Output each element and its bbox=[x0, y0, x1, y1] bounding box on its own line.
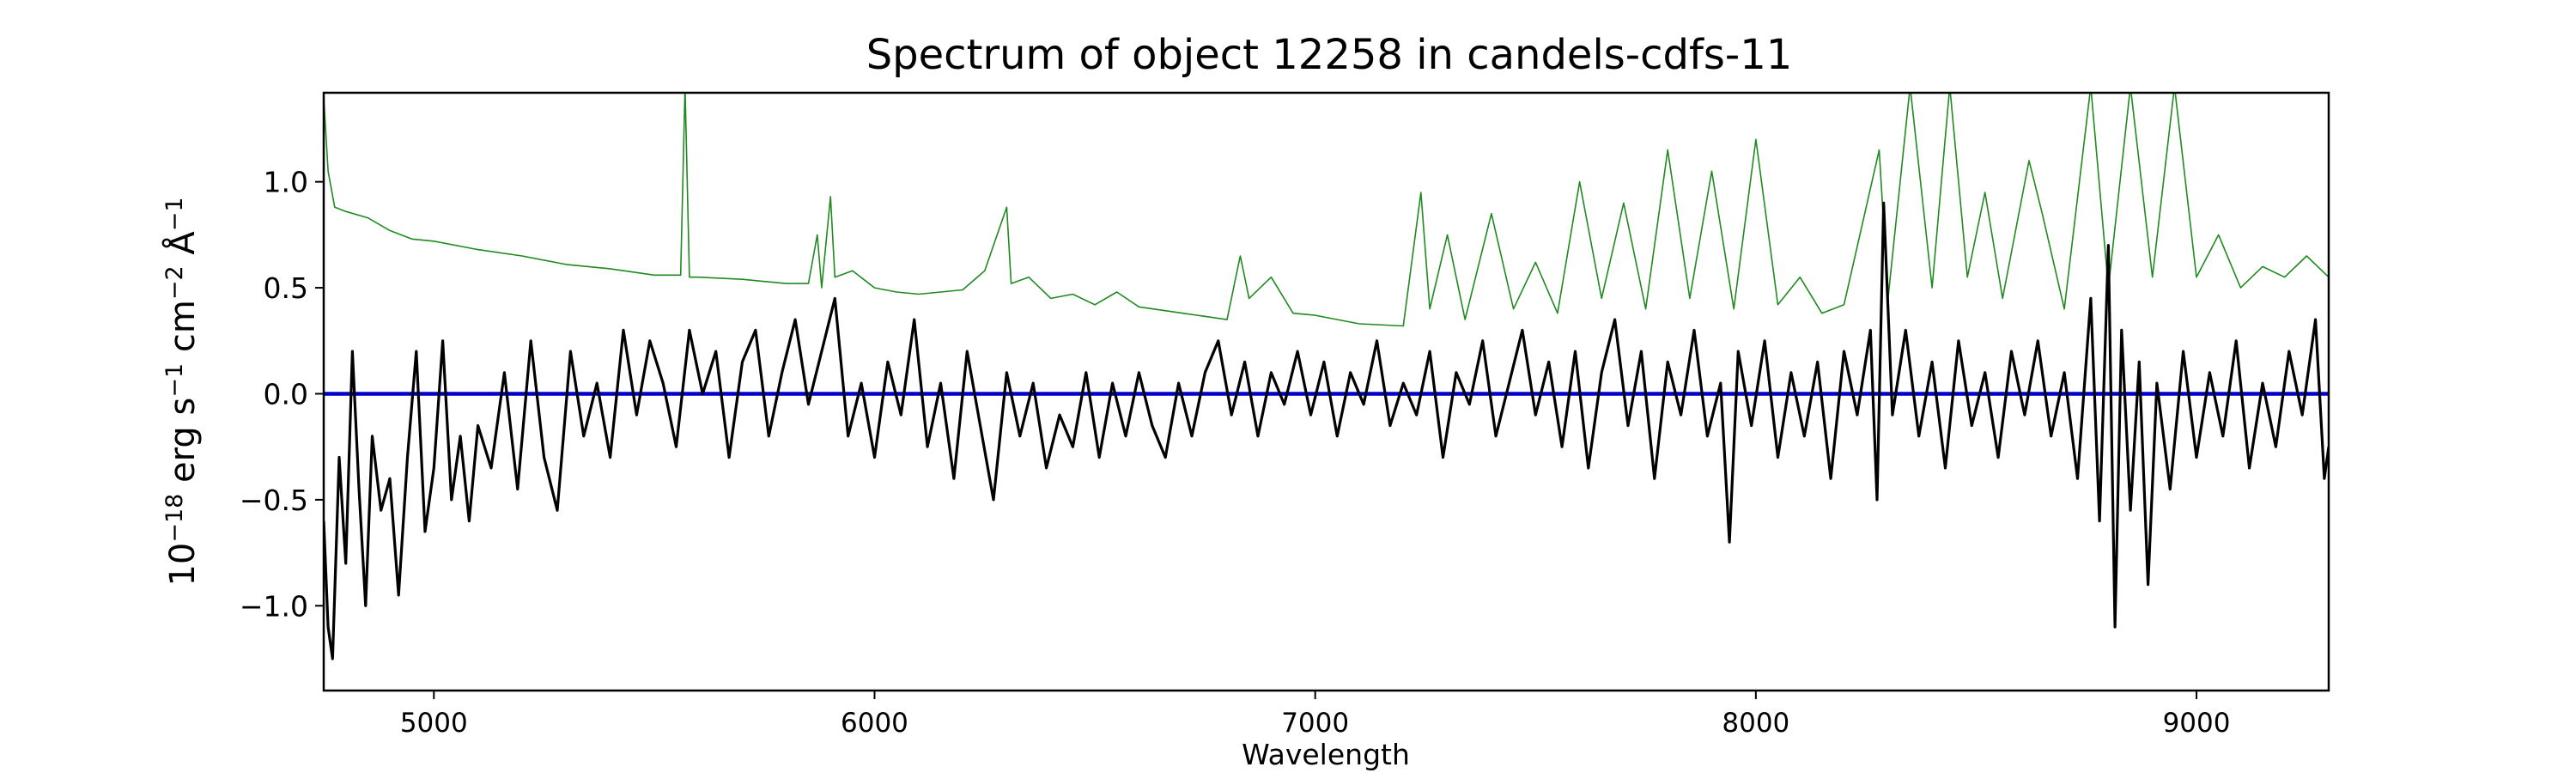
x-axis: 5000 6000 7000 8000 9000 bbox=[400, 691, 2231, 739]
x-tick-label: 6000 bbox=[841, 708, 908, 739]
plot-area bbox=[322, 91, 2330, 692]
series-layer bbox=[324, 93, 2329, 660]
x-tick-label: 9000 bbox=[2163, 708, 2231, 739]
y-axis-label-exp4: −1 bbox=[161, 197, 188, 231]
y-tick-label: 1.0 bbox=[264, 166, 308, 199]
plot-frame bbox=[322, 91, 2330, 692]
series-sky-line bbox=[324, 93, 2329, 327]
y-tick-label: 0.5 bbox=[264, 271, 308, 305]
y-axis-label: 10−18 erg s−1 cm−2 Å−1 bbox=[161, 197, 203, 586]
y-tick-label: −1.0 bbox=[240, 589, 308, 623]
x-tick-label: 8000 bbox=[1722, 708, 1789, 739]
chart-title: Spectrum of object 12258 in candels-cdfs… bbox=[866, 31, 1793, 79]
x-tick-label: 7000 bbox=[1281, 708, 1349, 739]
y-axis-label-exp2: −1 bbox=[161, 363, 188, 398]
y-axis-label-unit1: erg s bbox=[163, 398, 203, 494]
y-axis-label-exp3: −2 bbox=[161, 265, 188, 300]
y-tick-label: −0.5 bbox=[240, 484, 308, 517]
y-axis-label-unit3: Å bbox=[161, 231, 203, 266]
x-axis-label: Wavelength bbox=[1242, 738, 1410, 771]
y-axis-label-base: 10 bbox=[163, 543, 203, 587]
y-axis-label-unit2: cm bbox=[163, 300, 203, 363]
y-axis: −1.0 −0.5 0.0 0.5 1.0 bbox=[240, 166, 324, 623]
series-spectrum-line bbox=[324, 201, 2329, 660]
x-tick-label: 5000 bbox=[400, 708, 468, 739]
y-tick-label: 0.0 bbox=[264, 377, 308, 411]
y-axis-label-exp1: −18 bbox=[161, 494, 188, 543]
